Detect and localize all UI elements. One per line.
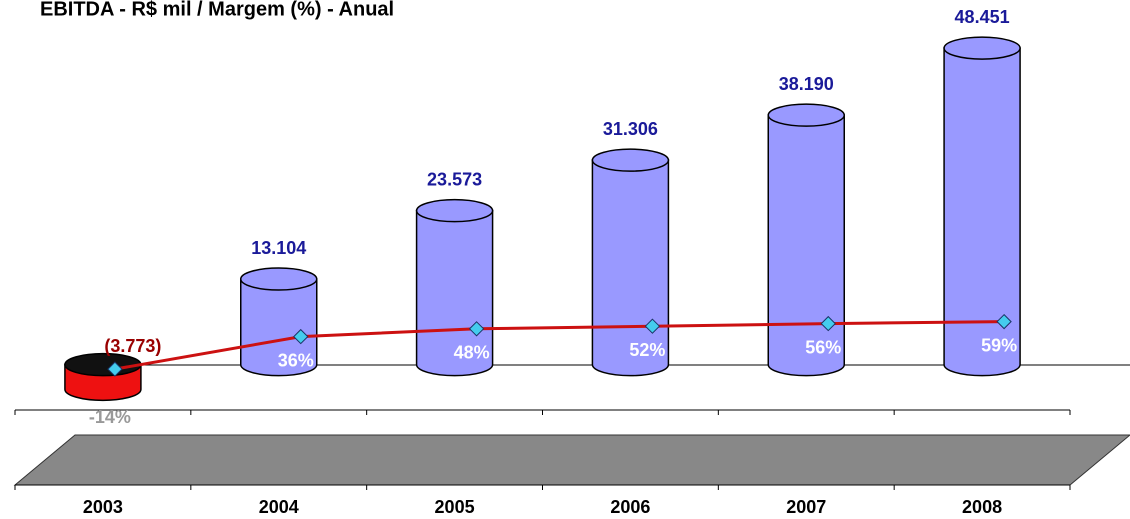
bar-top	[240, 267, 318, 291]
marker	[644, 318, 661, 334]
margin-line	[114, 320, 1005, 371]
value-label: 13.104	[251, 238, 306, 258]
x-tick-label: 2003	[83, 497, 123, 517]
margin-label: 59%	[981, 335, 1017, 355]
value-label: 48.451	[955, 7, 1010, 27]
x-tick-label: 2004	[259, 497, 299, 517]
margin-label: -14%	[89, 407, 131, 427]
margin-label: 56%	[805, 337, 841, 357]
margin-label: 48%	[454, 343, 490, 363]
margin-label: 52%	[629, 340, 665, 360]
x-tick-label: 2008	[962, 497, 1002, 517]
bar	[943, 47, 1021, 377]
value-label: (3.773)	[104, 336, 161, 356]
marker	[996, 313, 1012, 330]
value-label: 23.573	[427, 169, 482, 189]
floor	[13, 434, 1130, 486]
x-tick-label: 2005	[435, 497, 475, 517]
margin-label: 36%	[278, 350, 314, 370]
bar-top	[943, 36, 1021, 60]
bar	[767, 114, 845, 377]
bar-top	[591, 148, 670, 172]
value-label: 31.306	[603, 119, 658, 139]
bar-top	[767, 103, 845, 127]
marker	[107, 361, 123, 377]
marker	[293, 328, 309, 345]
marker	[820, 315, 836, 332]
bar	[240, 278, 318, 377]
bar-top	[415, 198, 494, 223]
bar-top	[64, 352, 142, 377]
x-tick-label: 2007	[786, 497, 826, 517]
value-label: 38.190	[779, 74, 834, 94]
chart-title: EBITDA - R$ mil / Margem (%) - Anual	[40, 0, 394, 20]
x-tick-label: 2006	[610, 497, 650, 517]
bar	[415, 209, 494, 377]
marker	[468, 321, 485, 337]
